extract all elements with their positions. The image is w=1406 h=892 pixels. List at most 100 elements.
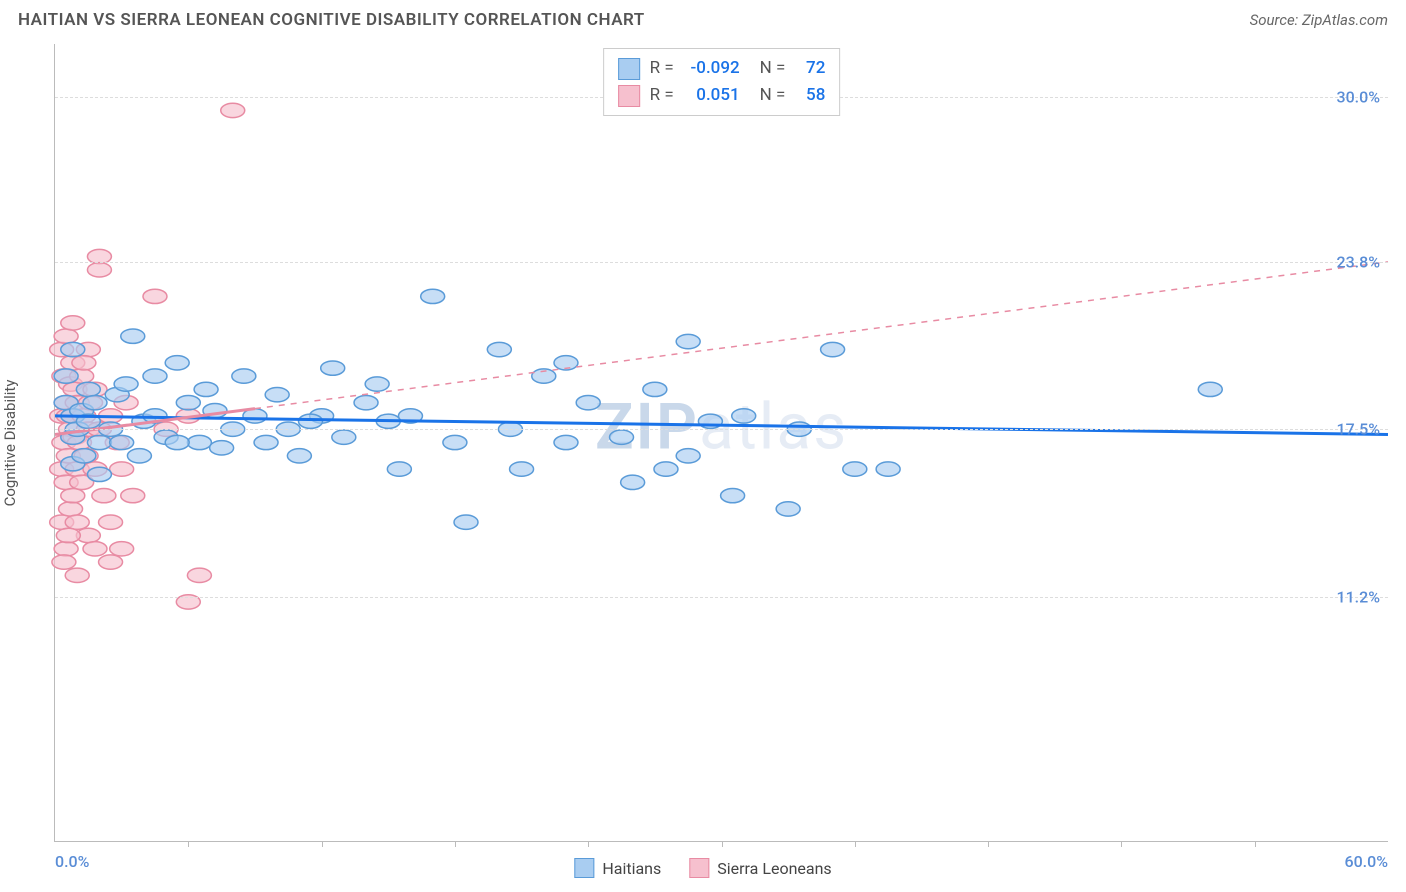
n-value: 72	[795, 55, 825, 82]
x-tick	[1255, 841, 1256, 847]
r-label: R =	[650, 55, 674, 82]
r-value: 0.051	[684, 82, 740, 109]
sierra-point	[110, 542, 134, 556]
sierra-point	[72, 356, 96, 370]
haitians-point	[610, 430, 634, 444]
haitians-point	[1198, 382, 1222, 396]
series-legend-label: Sierra Leoneans	[717, 859, 831, 878]
sierra-point	[221, 103, 245, 117]
series-legend-item: Sierra Leoneans	[689, 858, 831, 878]
sierra-point	[99, 555, 123, 569]
haitians-point	[165, 435, 189, 449]
sierra-point	[92, 488, 116, 502]
haitians-point	[110, 435, 134, 449]
x-tick	[1121, 841, 1122, 847]
x-axis-end-label: 60.0%	[1344, 852, 1388, 871]
haitians-point	[187, 435, 211, 449]
sierra-point	[121, 488, 145, 502]
sierra-point	[110, 462, 134, 476]
y-grid-label: 30.0%	[1336, 88, 1380, 107]
x-tick	[855, 841, 856, 847]
haitians-point	[510, 462, 534, 476]
sierra-point	[61, 316, 85, 330]
sierra-point	[99, 515, 123, 529]
haitians-point	[876, 462, 900, 476]
haitians-point	[87, 467, 111, 481]
haitians-point	[676, 449, 700, 463]
haitians-point	[454, 515, 478, 529]
x-tick	[588, 841, 589, 847]
plot-area: ZIPatlas R =-0.092N =72R =0.051N =58 0.0…	[54, 44, 1388, 842]
series-legend: Haitians Sierra Leoneans	[574, 858, 831, 878]
sierra-point	[52, 555, 76, 569]
haitians-point	[421, 289, 445, 303]
sierra-point	[59, 502, 83, 516]
haitians-point	[721, 488, 745, 502]
legend-swatch	[618, 58, 640, 80]
haitians-point	[332, 430, 356, 444]
haitians-point	[83, 395, 107, 409]
haitians-point	[287, 449, 311, 463]
gridline	[55, 597, 1388, 598]
haitians-point	[821, 342, 845, 356]
haitians-point	[365, 377, 389, 391]
sierra-point	[61, 488, 85, 502]
haitians-point	[254, 435, 278, 449]
plot-svg	[55, 44, 1388, 841]
n-label: N =	[760, 55, 786, 82]
legend-swatch	[574, 858, 594, 878]
haitians-point	[643, 382, 667, 396]
x-tick	[722, 841, 723, 847]
haitians-point	[121, 329, 145, 343]
haitians-point	[676, 334, 700, 348]
x-tick	[322, 841, 323, 847]
haitians-point	[554, 435, 578, 449]
source-attribution: Source: ZipAtlas.com	[1250, 11, 1388, 29]
haitians-point	[165, 356, 189, 370]
n-label: N =	[760, 82, 786, 109]
haitians-point	[843, 462, 867, 476]
haitians-point	[265, 388, 289, 402]
haitians-point	[114, 377, 138, 391]
series-legend-label: Haitians	[602, 859, 661, 878]
haitians-point	[487, 342, 511, 356]
legend-swatch	[689, 858, 709, 878]
gridline	[55, 262, 1388, 263]
haitians-point	[54, 369, 78, 383]
x-tick	[455, 841, 456, 847]
haitians-point	[443, 435, 467, 449]
haitians-point	[354, 395, 378, 409]
x-tick	[988, 841, 989, 847]
haitians-point	[76, 382, 100, 396]
sierra-point	[54, 542, 78, 556]
x-tick	[188, 841, 189, 847]
haitians-point	[194, 382, 218, 396]
sierra-point	[54, 329, 78, 343]
y-grid-label: 17.5%	[1336, 420, 1380, 439]
sierra-point	[65, 568, 89, 582]
stats-legend-row: R = -0.092 N = 72	[618, 55, 826, 82]
haitians-point	[72, 449, 96, 463]
gridline	[55, 429, 1388, 430]
haitians-point	[61, 342, 85, 356]
haitians-point	[621, 475, 645, 489]
haitians-point	[87, 435, 111, 449]
x-axis-start-label: 0.0%	[55, 852, 89, 871]
sierra-point	[65, 515, 89, 529]
chart-title: HAITIAN VS SIERRA LEONEAN COGNITIVE DISA…	[18, 10, 645, 30]
haitians-point	[232, 369, 256, 383]
sierra-point	[87, 263, 111, 277]
r-value: -0.092	[684, 55, 740, 82]
haitians-point	[776, 502, 800, 516]
r-label: R =	[650, 82, 674, 109]
sierra-point	[56, 528, 80, 542]
haitians-point	[576, 395, 600, 409]
chart-container: Cognitive Disability ZIPatlas R =-0.092N…	[18, 44, 1388, 842]
stats-legend-row: R = 0.051 N = 58	[618, 82, 826, 109]
n-value: 58	[795, 82, 825, 109]
series-legend-item: Haitians	[574, 858, 661, 878]
sierra-point	[187, 568, 211, 582]
y-axis-label: Cognitive Disability	[1, 380, 19, 507]
haitians-point	[143, 369, 167, 383]
haitians-point	[210, 441, 234, 455]
